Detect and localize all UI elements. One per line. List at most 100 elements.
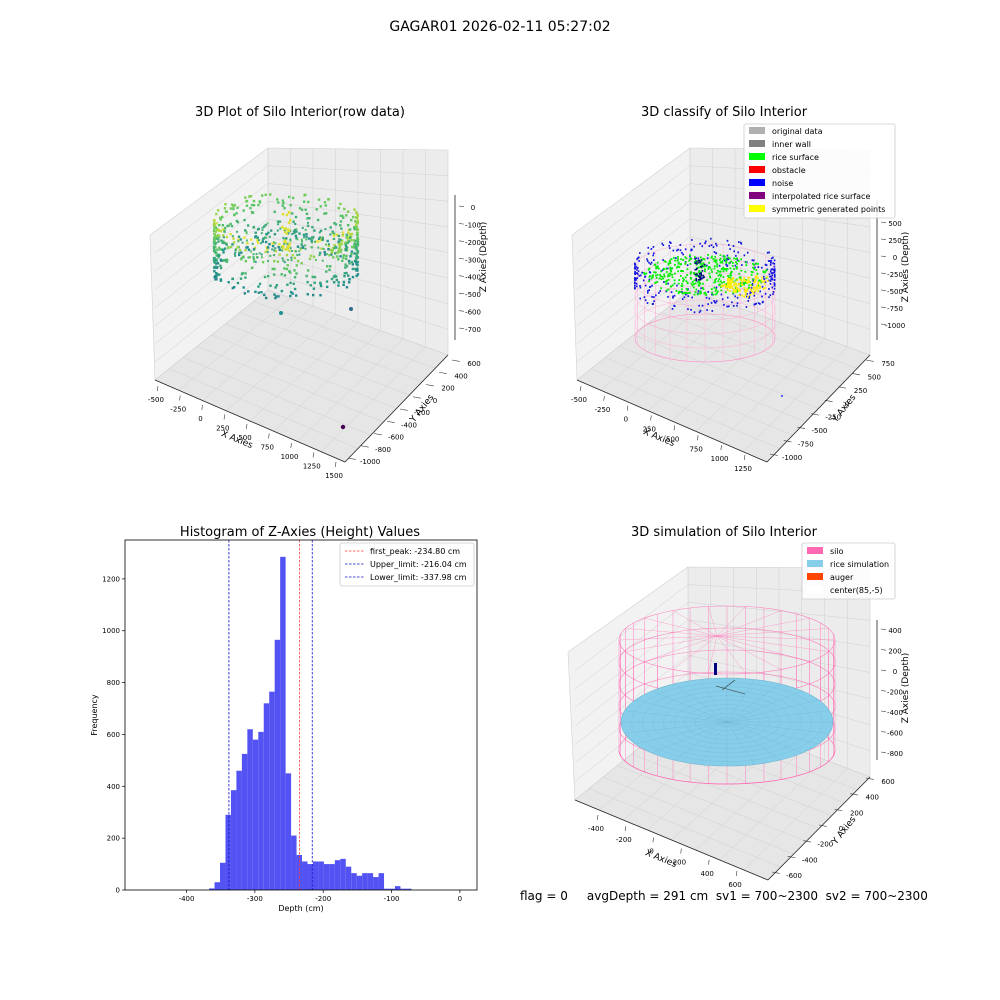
symmetric-point [747,276,750,279]
rice-point [762,271,765,274]
noise-point [653,259,655,261]
symmetric-point [731,280,734,283]
grid-line [297,338,404,442]
rice-point [662,277,665,280]
panel-simulation-3d: 3D simulation of Silo Interior -400-2000… [567,525,911,889]
cloud-point [313,229,316,232]
obstacle-point [283,231,287,234]
cloud-point [319,252,322,255]
noise-point [739,241,742,244]
x-tick-mark [335,461,337,467]
cloud-point [350,250,354,253]
noise-point [757,266,760,268]
rice-point [686,268,689,271]
cloud-point [356,251,359,254]
rice-point [647,268,650,271]
rice-point [693,261,696,263]
y-tick-label: -400 [401,421,417,429]
y-tick-label: 200 [850,809,863,817]
rice-point [651,276,654,279]
symmetric-point [757,277,760,279]
obstacle-point [698,261,700,264]
noise-point [682,253,684,256]
noise-point [646,291,649,294]
cloud-point [246,224,250,227]
symmetric-point [732,277,735,280]
noise-point [769,280,772,282]
rice-point [757,263,759,265]
cloud-point [353,225,356,229]
noise-point [761,285,764,288]
rice-point [677,282,680,285]
x-tick-label: 1000 [281,453,299,461]
rice-point [734,287,737,289]
symmetric-point [761,276,763,279]
cloud-point [214,265,217,269]
y-tick-mark [865,359,874,362]
rice-point [666,275,669,278]
rice-point [706,279,709,281]
y-tick-label: 250 [854,387,867,395]
cloud-point [349,255,352,258]
cloud-point [265,232,268,236]
rice-point [680,258,682,261]
obstacle-point [700,273,702,275]
rice-point [710,268,713,271]
rice-point [714,261,717,264]
grid-line [719,338,826,442]
cloud-point [257,285,260,288]
noise-point [771,278,774,281]
rice-point [713,281,716,284]
noise-point [728,244,730,246]
obstacle-point [700,272,702,274]
noise-point [700,287,702,290]
noise-point [677,248,680,251]
rice-point [643,271,645,274]
cloud-point [249,194,253,198]
rice-point [740,269,743,272]
noise-point [634,278,636,281]
x-tick-mark [708,859,710,865]
cloud-point [345,271,348,275]
cloud-point [319,281,322,284]
cloud-point [248,256,252,259]
noise-point [715,286,718,289]
grid-line [154,165,269,254]
obstacle-point [287,245,291,248]
noise-point [771,274,774,277]
noise-point [705,296,708,299]
grid-line [574,584,689,671]
noise-point [753,291,756,294]
obstacle-point [701,269,704,272]
cloud-point [221,234,225,237]
cloud-point [214,226,218,229]
cloud-point [345,286,349,289]
z-tick-mark [880,751,886,753]
rice-point [659,275,662,278]
y-tick-mark [852,373,861,376]
rice-point [713,265,716,268]
cloud-point [300,240,303,243]
rice-point [682,259,685,261]
rice-point [693,256,696,259]
rice-point [673,282,676,285]
rice-point [711,291,713,294]
outlier-point [340,424,346,430]
noise-point [751,282,754,285]
noise-point [648,278,651,281]
cloud-point [319,205,322,208]
rice-point [685,257,688,260]
rice-point [702,262,705,265]
rice-point [714,293,717,296]
legend-swatch [749,179,765,186]
noise-point [710,301,713,304]
cloud-point [301,226,304,229]
hist-bar [285,773,292,890]
hist-vlines [228,540,313,890]
rice-point [727,256,730,259]
y-tick-mark [425,384,434,387]
obstacle-point [694,268,697,271]
rice-point [760,281,763,284]
cloud-point [290,256,293,259]
rice-point [727,275,729,277]
